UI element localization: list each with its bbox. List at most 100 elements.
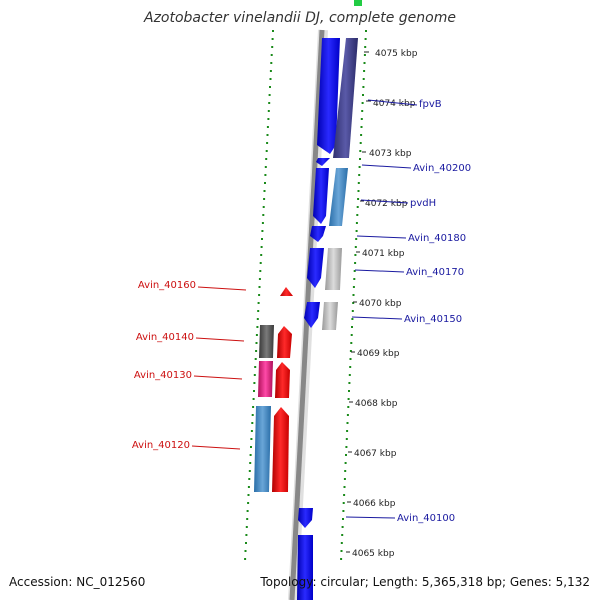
label-text-avin-40130[interactable]: Avin_40130 <box>134 370 192 381</box>
label-fpvB[interactable]: fpvB <box>367 99 442 110</box>
tick-4072: 4072 kbp <box>360 199 408 209</box>
left-guide-dot <box>266 126 269 128</box>
right-guide-dot <box>357 190 360 192</box>
right-guide-dot <box>358 166 361 168</box>
label-text-avin-40200[interactable]: Avin_40200 <box>413 163 471 174</box>
label-avin-40160[interactable]: Avin_40160 <box>138 280 247 291</box>
tick-label-4072: 4072 kbp <box>365 199 408 209</box>
right-guide-dot <box>352 286 355 288</box>
right-guide-dot <box>357 198 360 200</box>
left-guide-dot <box>250 430 253 432</box>
right-guide-dot <box>364 46 367 48</box>
right-guide-dot <box>348 374 351 376</box>
right-guide-dot <box>348 390 350 392</box>
left-guide-dot <box>259 262 262 264</box>
left-guide-dot <box>268 94 271 96</box>
gene-avin-40200 <box>316 158 330 166</box>
label-text-avin-40170[interactable]: Avin_40170 <box>406 267 464 278</box>
left-guide-dot <box>249 462 252 464</box>
left-guide-dot <box>270 62 273 64</box>
right-guide-dot <box>353 270 356 272</box>
left-guide-dot <box>265 158 268 160</box>
left-guide-dot <box>255 350 258 352</box>
left-guide-dot <box>250 446 252 448</box>
tick-label-4070: 4070 kbp <box>359 299 402 309</box>
tick-4073: 4073 kbp <box>362 149 412 159</box>
tick-label-4066: 4066 kbp <box>353 499 396 509</box>
label-avin-40180[interactable]: Avin_40180 <box>356 233 466 244</box>
left-guide-dot <box>261 238 263 240</box>
tick-4071: 4071 kbp <box>356 249 405 259</box>
tick-4067: 4067 kbp <box>348 449 397 459</box>
right-guide-dot <box>343 478 346 480</box>
right-guide-dot <box>341 526 344 528</box>
right-guide-dot <box>363 62 366 64</box>
left-guide-dot <box>267 118 270 120</box>
right-guide-dot <box>365 30 367 32</box>
right-guide-dot <box>357 182 360 184</box>
label-avin-40140[interactable]: Avin_40140 <box>136 332 245 343</box>
left-guide-dot <box>269 78 272 80</box>
gene-avin-40140 <box>277 326 292 358</box>
tick-4074: 4074 kbp <box>366 99 416 109</box>
tick-4075: 4075 kbp <box>364 49 418 59</box>
label-text-pvdH[interactable]: pvdH <box>410 198 436 209</box>
left-guide-dot <box>253 390 255 392</box>
label-avin-40200[interactable]: Avin_40200 <box>361 163 471 174</box>
ruler-dotted-guides <box>244 30 367 560</box>
left-guide-dot <box>267 110 270 112</box>
left-guide-dot <box>247 486 250 488</box>
label-text-avin-40140[interactable]: Avin_40140 <box>136 332 194 343</box>
left-guide-dot <box>263 198 266 200</box>
left-guide-dot <box>260 246 263 248</box>
left-guide-dot <box>245 542 247 544</box>
right-guide-dot <box>350 334 353 336</box>
ruler-ticks: 4075 kbp 4074 kbp 4073 kbp 4072 kbp 4071… <box>346 49 418 559</box>
label-avin-40120[interactable]: Avin_40120 <box>132 440 241 451</box>
label-avin-40100[interactable]: Avin_40100 <box>345 513 455 524</box>
gene-avin-40180 <box>310 226 326 242</box>
left-guide-dot <box>258 286 261 288</box>
gene-fpvB <box>317 38 340 154</box>
right-guide-dot <box>342 502 345 504</box>
right-guide-dot <box>360 134 363 136</box>
right-guide-dot <box>356 214 359 216</box>
right-guide-dot <box>361 102 364 104</box>
tick-4070: 4070 kbp <box>353 299 402 309</box>
right-guide-dot <box>359 158 361 160</box>
tick-4068: 4068 kbp <box>349 399 398 409</box>
label-text-avin-40180[interactable]: Avin_40180 <box>408 233 466 244</box>
tick-label-4068: 4068 kbp <box>355 399 398 409</box>
label-avin-40150[interactable]: Avin_40150 <box>351 314 462 325</box>
left-guide-dot <box>251 422 254 424</box>
label-text-avin-40120[interactable]: Avin_40120 <box>132 440 190 451</box>
top-marker <box>354 0 362 6</box>
left-guide-dot <box>268 102 271 104</box>
label-text-avin-40160[interactable]: Avin_40160 <box>138 280 196 291</box>
label-text-avin-40100[interactable]: Avin_40100 <box>397 513 455 524</box>
left-guide-dot <box>258 278 261 280</box>
left-guide-dot <box>271 46 274 48</box>
label-pvdH[interactable]: pvdH <box>360 198 436 209</box>
tick-label-4074: 4074 kbp <box>373 99 416 109</box>
left-guide-dot <box>254 366 257 368</box>
left-guide-dot <box>251 414 254 416</box>
forward-strand-genes <box>297 38 358 600</box>
right-guide-dot <box>363 70 366 72</box>
left-guide-dot <box>259 270 262 272</box>
label-avin-40130[interactable]: Avin_40130 <box>134 370 243 381</box>
right-guide-dot <box>360 118 363 120</box>
left-guide-dot <box>262 214 265 216</box>
accession-text: Accession: NC_012560 <box>9 575 146 589</box>
left-guide-dot <box>272 30 274 32</box>
label-text-fpvB[interactable]: fpvB <box>419 99 442 110</box>
label-avin-40170[interactable]: Avin_40170 <box>354 267 464 278</box>
tick-4065: 4065 kbp <box>346 549 395 559</box>
left-guide-dot <box>266 142 269 144</box>
tick-4069: 4069 kbp <box>351 349 400 359</box>
right-guide-dot <box>355 230 358 232</box>
label-text-avin-40150[interactable]: Avin_40150 <box>404 314 462 325</box>
right-guide-dot <box>346 414 349 416</box>
right-guide-dot <box>344 462 347 464</box>
